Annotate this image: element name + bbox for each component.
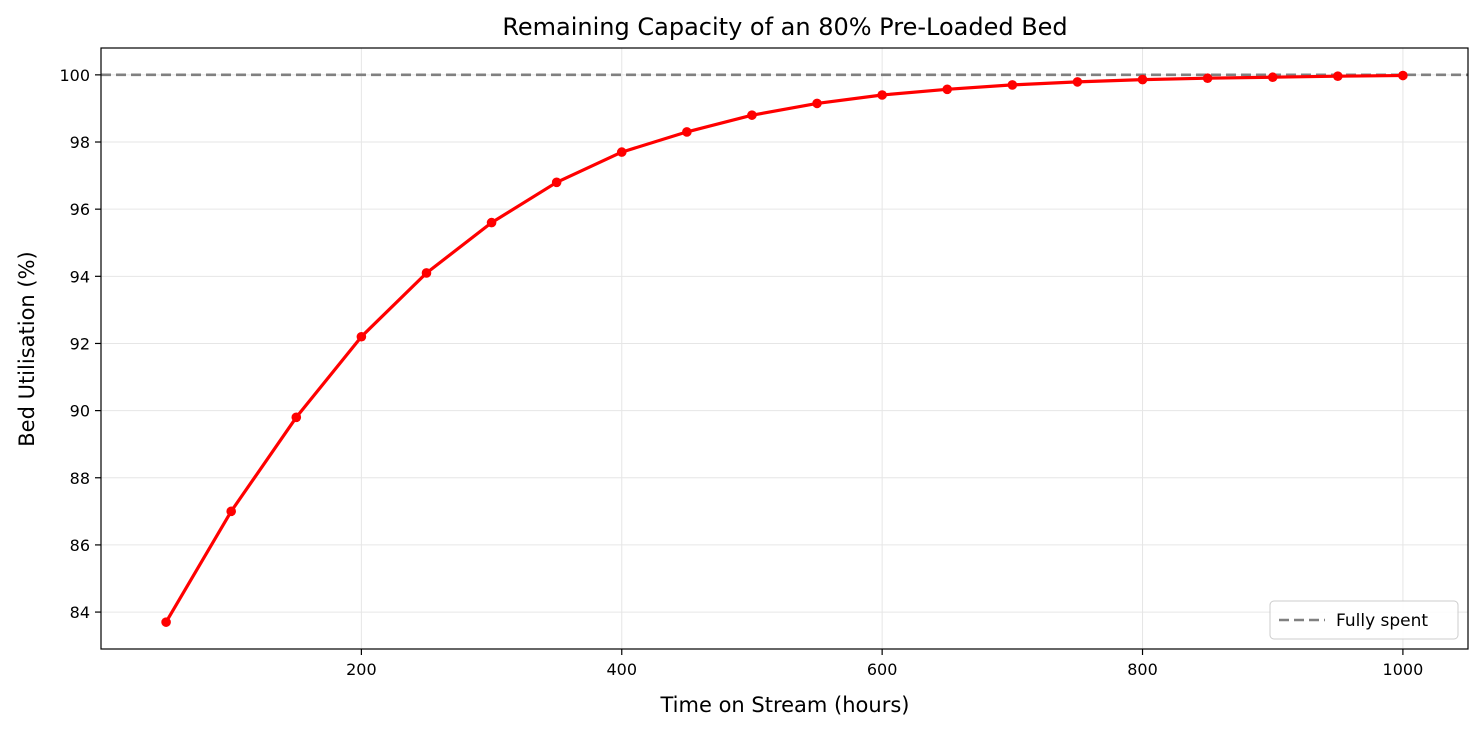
data-point [682,127,692,137]
grid-lines [101,48,1468,649]
y-tick-label: 84 [70,603,90,622]
y-tick-label: 98 [70,133,90,152]
data-point [421,268,432,278]
data-point [942,84,953,95]
data-point [1007,80,1018,90]
chart-title: Remaining Capacity of an 80% Pre-Loaded … [502,13,1067,41]
data-point [1072,77,1083,87]
y-tick-label: 86 [70,536,90,555]
data-point [1398,70,1408,81]
data-point [1137,74,1148,85]
y-tick-label: 100 [59,66,90,85]
legend-box [1269,600,1459,640]
data-point [1202,73,1213,84]
plot-frame [100,47,1469,650]
series-layer [161,70,1408,627]
y-tick-label: 88 [70,469,90,488]
data-point [551,177,562,188]
axis-ticks: 200 400 600 800 1000 84 86 88 90 92 94 96 98 100 [59,66,1423,679]
data-point [291,412,302,423]
data-point [877,90,887,100]
data-point [226,506,236,517]
x-tick-label: 1000 [1383,660,1424,679]
y-tick-label: 90 [70,402,90,421]
data-point [486,217,497,228]
series-line [164,73,1403,623]
x-tick-label: 200 [346,660,377,679]
data-point [1267,72,1278,83]
data-point [812,98,822,109]
data-point [1333,71,1343,82]
y-axis-label: Bed Utilisation (%) [15,251,39,447]
x-tick-label: 400 [606,660,637,679]
legend-label: Fully spent [1336,611,1428,631]
x-tick-label: 800 [1127,660,1158,679]
x-tick-label: 600 [867,660,898,679]
y-tick-label: 96 [70,200,90,219]
data-point [356,331,367,342]
data-point [747,110,757,120]
data-point [616,147,627,157]
y-tick-label: 94 [70,267,90,286]
x-axis-label: Time on Stream (hours) [660,693,910,717]
y-tick-label: 92 [70,334,90,353]
data-point [161,617,171,627]
legend: Fully spent [1269,600,1459,640]
